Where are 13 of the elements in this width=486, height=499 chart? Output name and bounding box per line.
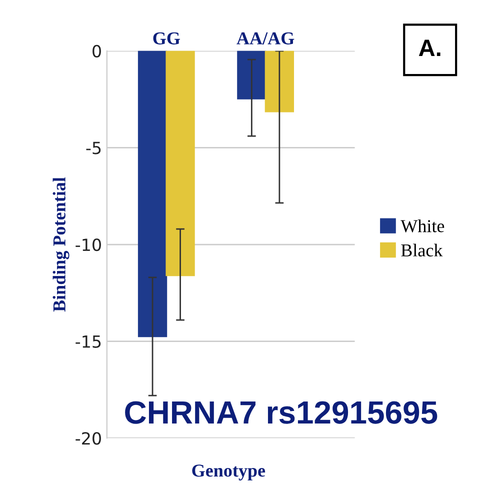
y-tick-label: 0 — [92, 44, 101, 58]
y-axis-title: Binding Potential — [52, 177, 70, 312]
text: CHRNA7 rs12915695 — [125, 401, 438, 424]
text: A. — [418, 40, 440, 56]
x-tick-label: AA/AG — [236, 32, 294, 44]
y-tick-label: -10 — [76, 238, 101, 252]
y-tick-label: -15 — [76, 335, 101, 348]
x-axis-title: Genotype — [192, 464, 266, 480]
y-tick-label: -20 — [76, 432, 101, 445]
legend-label: Black — [401, 244, 443, 256]
y-tick-label: -5 — [86, 142, 101, 154]
x-tick-label: GG — [153, 32, 180, 44]
legend-label: White — [400, 220, 444, 232]
